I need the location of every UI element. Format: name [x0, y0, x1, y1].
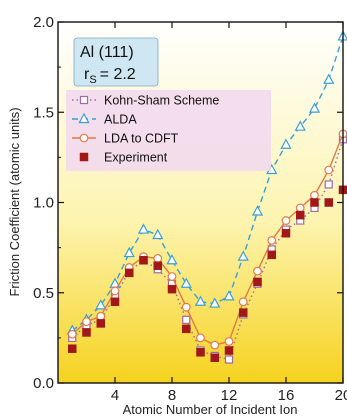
data-point — [110, 297, 120, 307]
data-point — [237, 250, 249, 261]
legend-label: LDA to CDFT — [104, 132, 179, 146]
data-point — [253, 277, 262, 287]
annotation-box: Al (111) rS = 2.2 — [73, 37, 159, 87]
data-point — [182, 315, 191, 324]
series-experiment — [68, 185, 347, 362]
y-tick-label: 1.0 — [33, 195, 54, 212]
data-point — [153, 261, 162, 270]
x-tick-label: 4 — [111, 387, 119, 404]
data-point — [82, 317, 91, 327]
data-point — [210, 340, 220, 350]
legend-label: Kohn-Sham Scheme — [104, 94, 219, 108]
data-point — [82, 328, 91, 337]
data-point — [153, 254, 163, 263]
data-point — [196, 348, 205, 357]
data-point — [251, 205, 264, 216]
legend-marker — [78, 112, 90, 124]
data-point — [209, 297, 221, 308]
data-point — [239, 308, 248, 317]
data-point — [253, 266, 262, 276]
data-point — [323, 73, 335, 84]
legend-marker — [79, 133, 89, 143]
data-point — [310, 190, 319, 200]
y-tick-label: 2.0 — [33, 14, 54, 31]
axes-layer: 4 8 12 16 20 0.0 0.5 1.0 1.5 2.0 — [33, 14, 347, 404]
data-point — [110, 286, 120, 296]
legend-label: ALDA — [104, 113, 137, 127]
data-point — [280, 138, 292, 149]
data-point — [281, 228, 291, 238]
legend-item: Experiment — [79, 151, 168, 165]
data-point — [295, 203, 305, 213]
legend-marker — [79, 152, 89, 162]
data-point — [68, 344, 77, 353]
data-point — [294, 120, 306, 131]
data-point — [267, 250, 276, 260]
data-point — [125, 268, 134, 278]
data-point — [324, 180, 333, 189]
data-point — [224, 346, 234, 355]
data-point — [96, 311, 106, 321]
annotation-line1: Al (111) — [80, 44, 134, 61]
data-point — [167, 284, 177, 294]
data-point — [137, 223, 150, 234]
data-point — [281, 216, 291, 225]
data-point — [152, 228, 164, 240]
legend-item: ALDA — [72, 113, 137, 127]
legend-label: Experiment — [104, 151, 168, 165]
data-point — [210, 353, 219, 362]
y-axis-label: Friction Coefficient (atomic units) — [7, 107, 22, 296]
data-point — [296, 210, 305, 220]
data-point — [310, 198, 319, 207]
data-point — [166, 253, 178, 265]
data-point — [67, 329, 77, 339]
data-point — [324, 165, 334, 175]
x-tick-label: 8 — [168, 387, 176, 404]
data-point — [123, 246, 135, 258]
x-tick-label: 12 — [221, 387, 238, 404]
data-point — [167, 272, 177, 281]
data-point — [324, 198, 333, 207]
data-point — [224, 337, 234, 346]
data-point — [223, 290, 235, 301]
legend-marker — [79, 95, 89, 105]
y-tick-label: 0.0 — [33, 375, 54, 392]
x-axis-label: Atomic Number of Incident Ion — [123, 402, 298, 417]
legend-item: Kohn-Sham Scheme — [72, 94, 219, 108]
data-point — [181, 302, 191, 312]
y-tick-label: 0.5 — [33, 285, 54, 302]
data-point — [238, 297, 248, 307]
data-point — [267, 236, 277, 245]
data-point — [194, 295, 207, 306]
data-point — [224, 355, 234, 364]
data-point — [139, 256, 148, 265]
x-tick-label: 20 — [335, 387, 347, 404]
data-point — [180, 277, 192, 288]
data-point — [96, 319, 105, 328]
data-point — [95, 299, 107, 310]
legend: Kohn-Sham Scheme ALDA LDA to CDFT Experimen… — [66, 90, 271, 171]
x-tick-label: 16 — [278, 387, 295, 404]
y-tick-label: 1.5 — [33, 104, 54, 121]
data-point — [182, 324, 191, 334]
legend-item: LDA to CDFT — [72, 132, 179, 146]
annotation-line2: rS = 2.2 — [84, 66, 136, 86]
data-point — [308, 102, 321, 113]
data-point — [196, 333, 205, 343]
